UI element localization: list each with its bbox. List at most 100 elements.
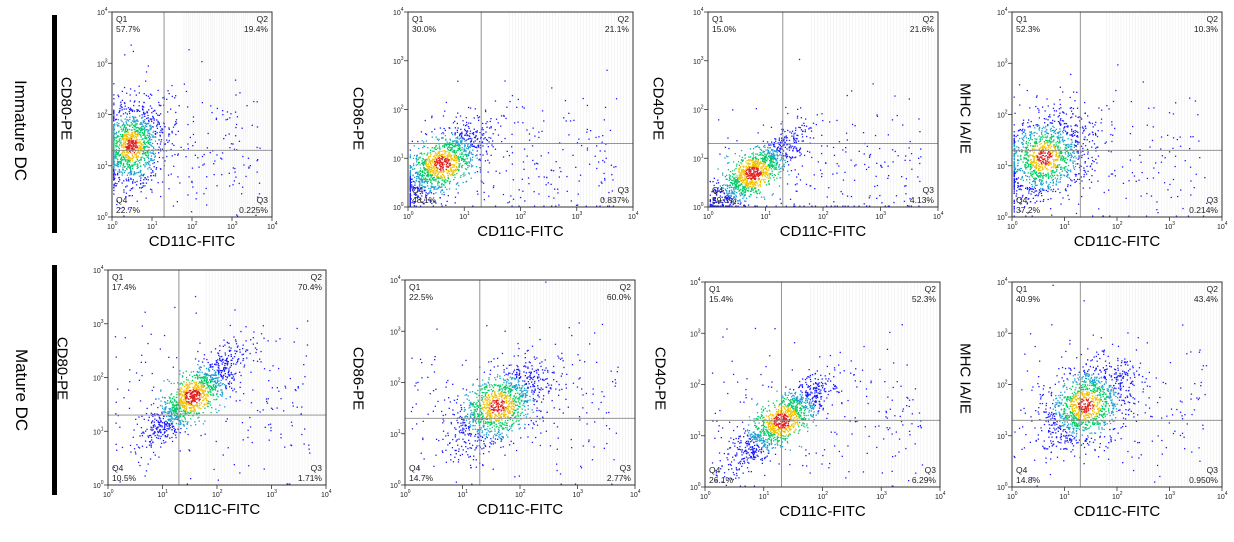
scatter-point <box>129 189 131 191</box>
scatter-point <box>467 162 469 164</box>
scatter-point <box>786 153 788 156</box>
scatter-point <box>545 184 547 186</box>
scatter-point <box>554 188 556 190</box>
scatter-point <box>484 109 487 111</box>
scatter-point <box>737 205 739 207</box>
scatter-point <box>819 169 822 171</box>
scatter-point <box>1034 138 1036 140</box>
scatter-point <box>1055 160 1057 162</box>
scatter-point <box>443 175 445 178</box>
scatter-point <box>444 157 447 160</box>
scatter-point <box>1024 172 1026 174</box>
scatter-point <box>780 154 783 157</box>
scatter-point <box>732 180 734 182</box>
scatter-point <box>735 205 737 207</box>
scatter-point <box>221 174 223 176</box>
scatter-point <box>1042 167 1044 169</box>
scatter-point <box>413 187 415 189</box>
scatter-point <box>424 168 426 170</box>
scatter-point <box>144 164 146 166</box>
scatter-point <box>469 141 472 143</box>
scatter-point <box>1042 200 1044 202</box>
scatter-point <box>156 124 158 127</box>
scatter-point <box>419 182 421 184</box>
scatter-point <box>728 195 730 197</box>
scatter-point <box>470 122 472 124</box>
scatter-point <box>1075 175 1077 177</box>
scatter-point <box>138 151 140 153</box>
scatter-point <box>724 176 726 178</box>
scatter-point <box>918 205 920 207</box>
scatter-point <box>149 124 151 127</box>
scatter-point <box>446 141 448 143</box>
scatter-point <box>128 135 131 137</box>
scatter-point <box>450 168 452 170</box>
scatter-point <box>465 153 467 155</box>
scatter-point <box>745 171 747 174</box>
scatter-point <box>419 157 421 159</box>
scatter-point <box>1083 129 1085 131</box>
scatter-point <box>134 120 136 122</box>
scatter-point <box>409 183 411 185</box>
scatter-point <box>1031 138 1033 141</box>
scatter-point <box>797 140 800 142</box>
scatter-point <box>464 160 466 162</box>
scatter-point <box>124 143 126 146</box>
scatter-point <box>766 153 769 155</box>
scatter-point <box>468 162 471 164</box>
scatter-point <box>826 145 828 147</box>
scatter-point <box>1036 200 1038 202</box>
scatter-point <box>765 173 767 175</box>
scatter-point <box>749 158 751 161</box>
scatter-point <box>1075 115 1077 117</box>
scatter-point <box>152 135 154 137</box>
scatter-point <box>479 169 482 171</box>
scatter-point <box>145 94 147 97</box>
scatter-point <box>742 166 744 168</box>
scatter-point <box>126 133 128 136</box>
scatter-point <box>769 177 771 179</box>
scatter-point <box>172 205 175 207</box>
scatter-point <box>526 129 528 131</box>
scatter-point <box>135 94 137 96</box>
scatter-point <box>131 142 133 145</box>
scatter-point <box>775 158 777 160</box>
scatter-point <box>441 184 443 186</box>
scatter-point <box>759 148 762 151</box>
scatter-point <box>160 139 163 141</box>
scatter-point <box>762 155 764 157</box>
scatter-point <box>1058 152 1060 154</box>
scatter-point <box>246 105 248 107</box>
scatter-point <box>442 115 445 117</box>
scatter-point <box>775 160 777 162</box>
scatter-point <box>821 113 823 115</box>
scatter-point <box>773 156 775 159</box>
scatter-point <box>429 161 432 163</box>
scatter-point <box>1018 84 1021 86</box>
scatter-point <box>728 190 731 192</box>
scatter-point <box>825 205 828 207</box>
scatter-point <box>433 164 435 167</box>
scatter-point <box>769 152 771 155</box>
scatter-point <box>143 113 145 115</box>
scatter-point <box>421 160 423 162</box>
scatter-point <box>1017 140 1019 142</box>
scatter-point <box>128 158 130 160</box>
scatter-point <box>750 182 752 184</box>
scatter-point <box>470 164 473 166</box>
scatter-point <box>149 164 151 166</box>
scatter-point <box>1027 165 1030 167</box>
scatter-point <box>443 160 446 163</box>
scatter-point <box>451 158 453 160</box>
scatter-point <box>738 200 740 202</box>
scatter-plot: 100100101101102102103103104104Q115.0%Q22… <box>693 7 944 221</box>
scatter-point <box>726 199 728 202</box>
scatter-point <box>113 115 115 117</box>
scatter-point <box>808 128 810 130</box>
scatter-point <box>747 166 749 169</box>
scatter-point <box>159 143 162 145</box>
scatter-point <box>599 205 601 207</box>
scatter-point <box>901 176 903 178</box>
scatter-point <box>833 201 835 203</box>
scatter-point <box>739 178 741 180</box>
